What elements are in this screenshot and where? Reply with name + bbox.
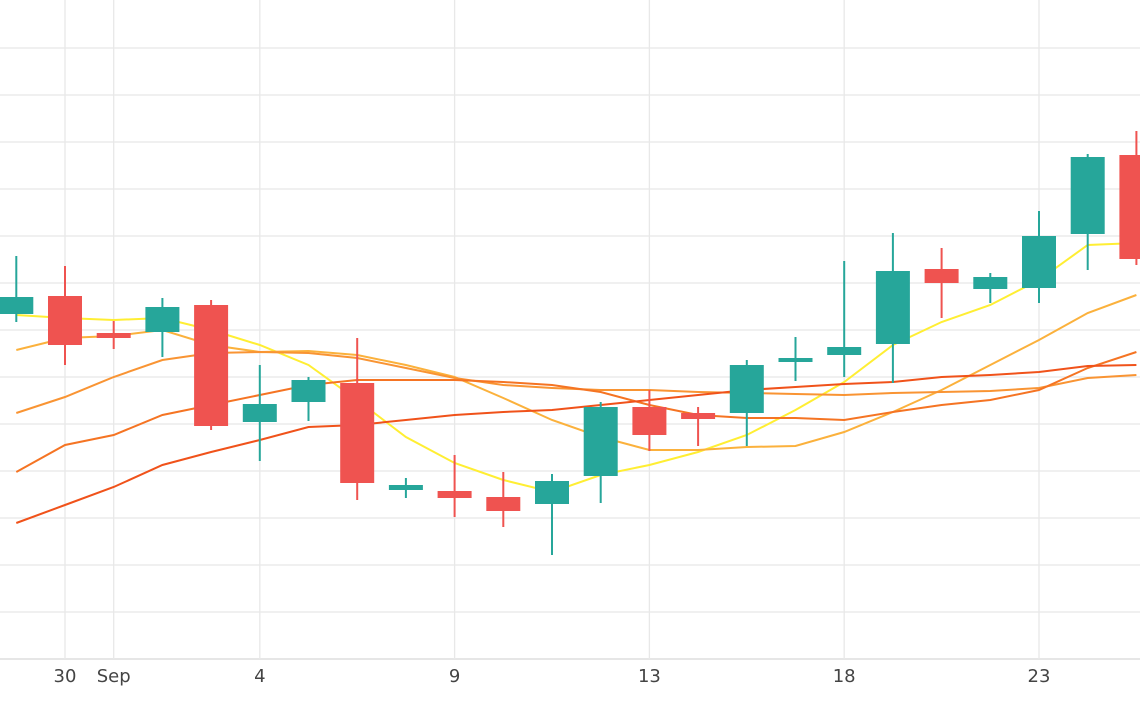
x-tick-label: 9: [449, 666, 460, 687]
moving-average-line: [16, 242, 1137, 494]
candle-body: [96, 333, 131, 338]
candle-body: [1119, 155, 1140, 259]
candles: [0, 131, 1140, 555]
candle-body: [145, 307, 180, 332]
candle-body: [194, 305, 229, 426]
candle-body: [827, 347, 862, 355]
x-tick-label: 23: [1028, 666, 1051, 687]
moving-averages: [15, 242, 1137, 524]
candle-body: [778, 358, 813, 362]
candle-body: [242, 404, 277, 422]
moving-average-line: [16, 294, 1137, 451]
candle-body: [437, 491, 472, 498]
candle-body: [729, 365, 764, 413]
x-tick-label: 13: [638, 666, 661, 687]
candle-body: [875, 271, 910, 344]
candle-body: [973, 277, 1008, 289]
candle-body: [583, 407, 618, 476]
candle-body: [681, 413, 716, 419]
x-axis: 30 Sep 4 9 13 18 23: [54, 666, 1051, 687]
moving-average-line: [15, 351, 1137, 473]
candle-body: [48, 296, 82, 345]
grid: [0, 0, 1140, 660]
x-tick-label: Sep: [97, 666, 131, 687]
candle-body: [632, 407, 667, 435]
candle-body: [388, 485, 423, 490]
x-tick-label: 4: [254, 666, 265, 687]
candle-body: [291, 380, 326, 402]
candle-body: [1070, 157, 1105, 234]
moving-average-line: [15, 364, 1137, 524]
candle-body: [1022, 236, 1056, 288]
moving-average-line: [15, 350, 1137, 414]
candle-body: [535, 481, 569, 504]
candle-body: [340, 383, 375, 483]
candle-body: [924, 269, 959, 283]
candle-body: [486, 497, 521, 511]
x-tick-label: 30: [54, 666, 77, 687]
candle-body: [0, 297, 34, 314]
x-tick-label: 18: [833, 666, 856, 687]
